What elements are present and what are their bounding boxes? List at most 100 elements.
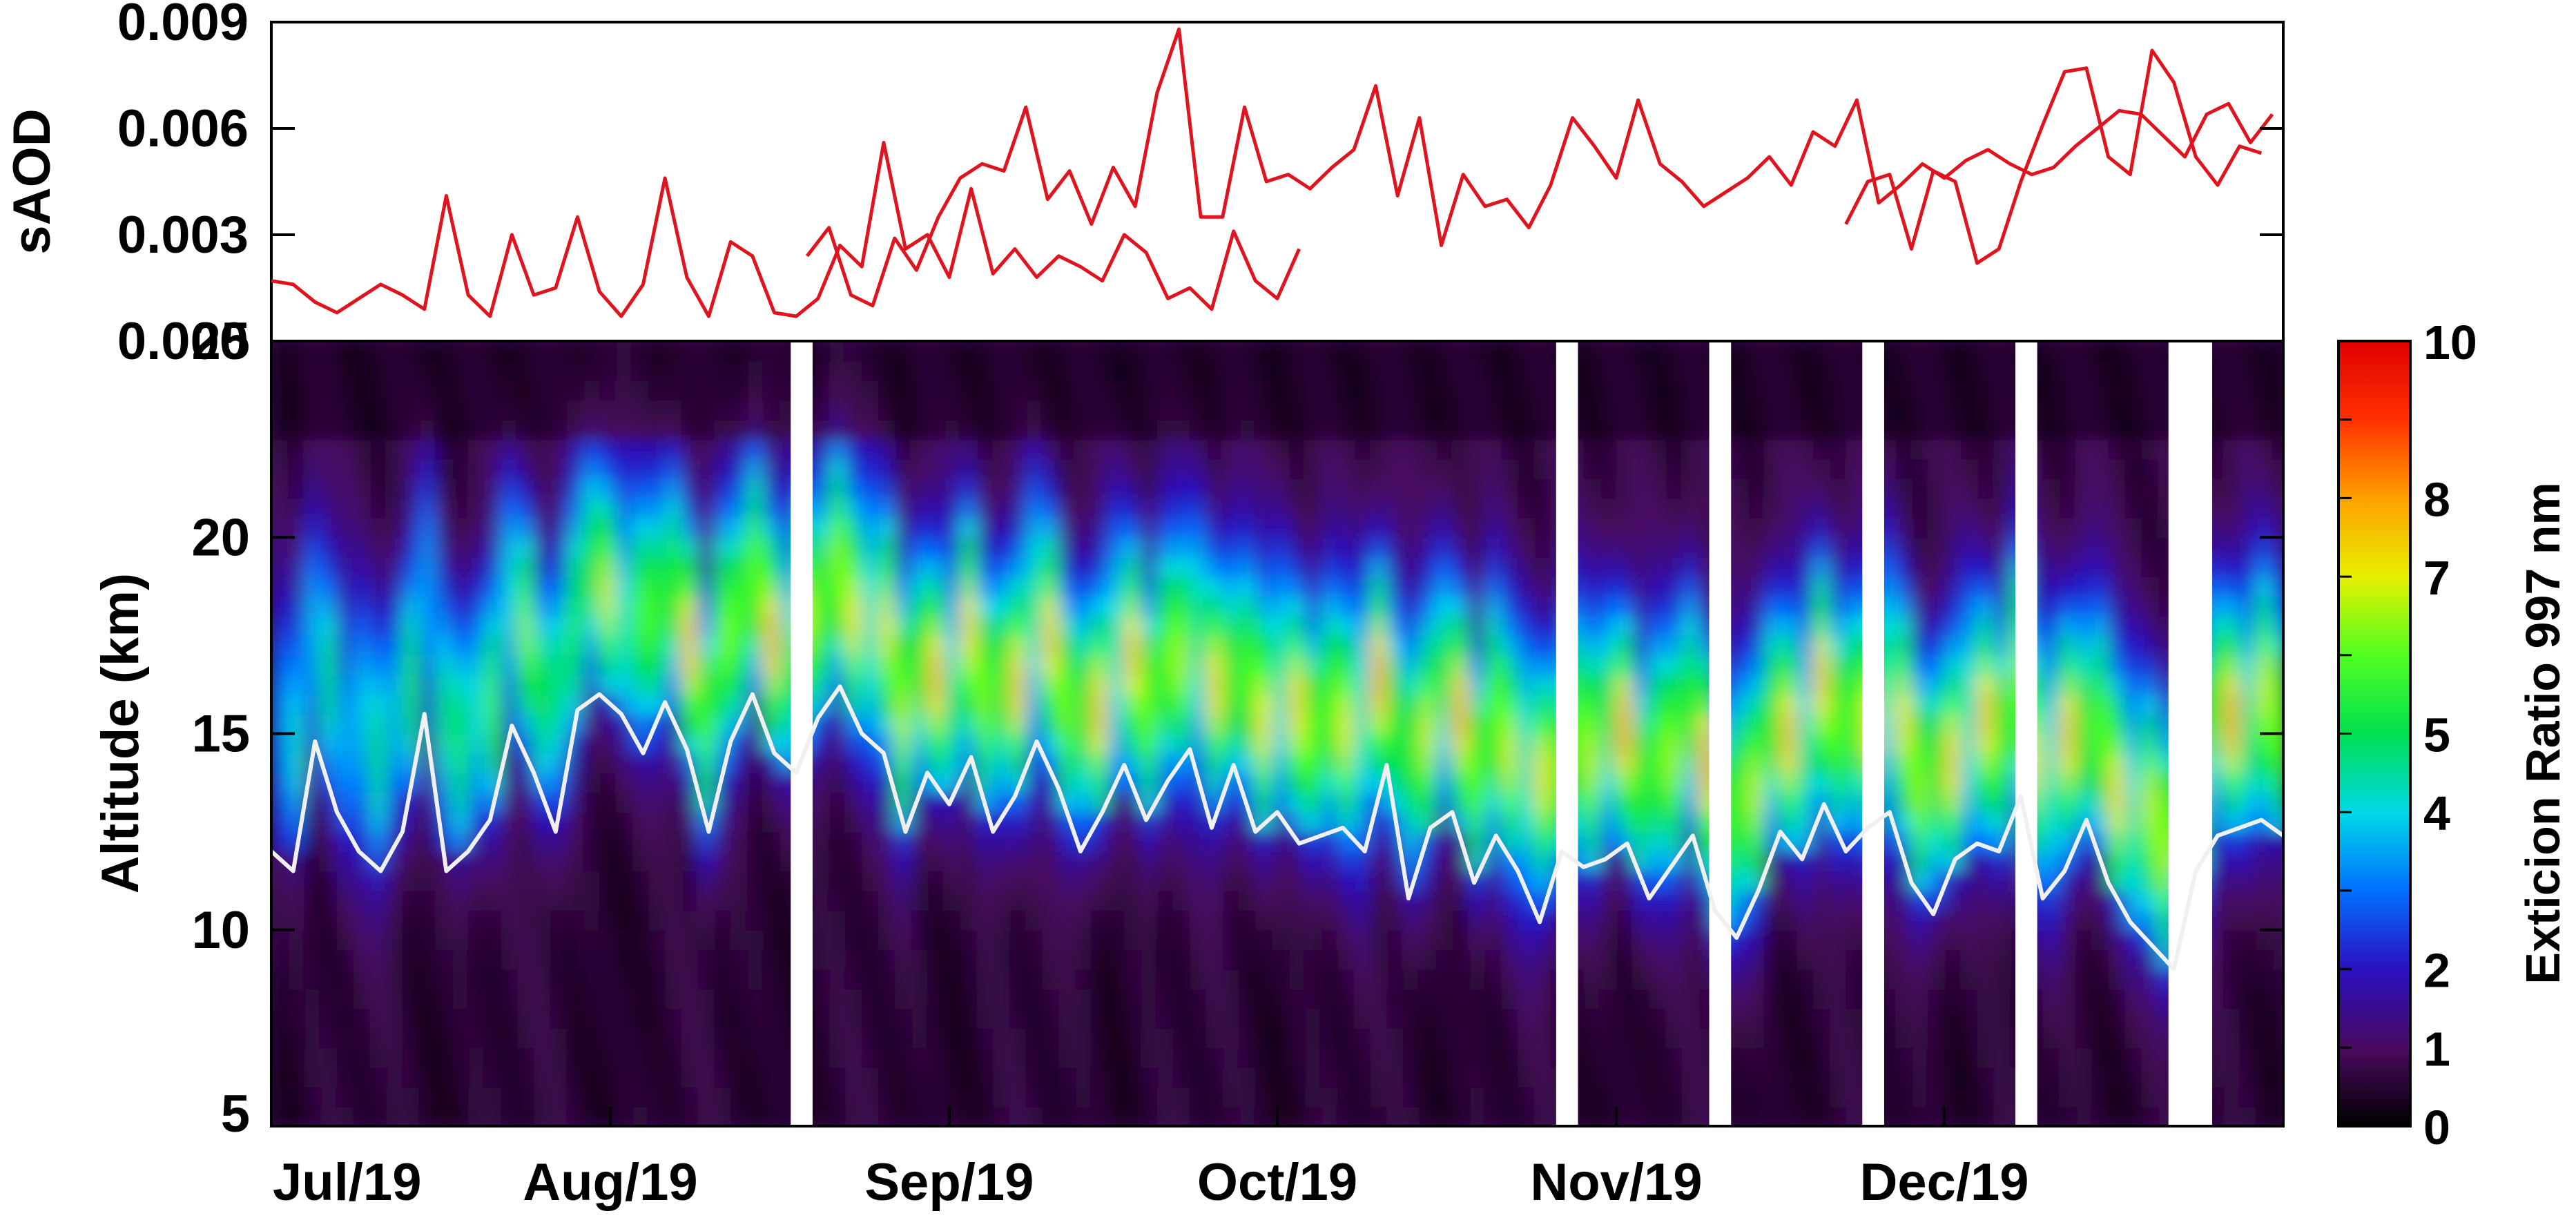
- heatmap-cell-2313: [1206, 458, 1223, 479]
- heatmap-cell-4055: [1928, 812, 1946, 833]
- heatmap-cell-4104: [1944, 635, 1962, 656]
- heatmap-cell-1104: [714, 635, 732, 656]
- heatmap-cell-3034: [1501, 439, 1519, 460]
- heatmap-cell-1229: [763, 537, 781, 558]
- heatmap-cell-3671: [1763, 498, 1781, 519]
- heatmap-cell-4910: [2272, 517, 2283, 539]
- heatmap-cell-296: [386, 792, 404, 813]
- heatmap-cell-1107: [714, 577, 732, 597]
- heatmap-cell-4526: [2124, 989, 2142, 1009]
- heatmap-cell-2825: [1419, 615, 1437, 637]
- heatmap-cell-272: [369, 478, 387, 499]
- heatmap-cell-4189: [1977, 537, 1995, 558]
- heatmap-cell-4849: [2256, 929, 2274, 951]
- heatmap-cell-3296: [1616, 792, 1634, 813]
- heatmap-cell-2167: [1156, 969, 1174, 989]
- heatmap-cell-2838: [1419, 360, 1437, 381]
- heatmap-cell-395: [418, 419, 436, 441]
- heatmap-cell-3441: [1682, 1087, 1699, 1107]
- heatmap-cell-554: [484, 439, 502, 460]
- heatmap-cell-1532: [894, 871, 912, 891]
- heatmap-cell-1905: [1042, 615, 1060, 637]
- heatmap-cell-2203: [1173, 1047, 1191, 1068]
- heatmap-cell-2573: [1321, 851, 1339, 872]
- heatmap-cell-2329: [1222, 929, 1240, 951]
- heatmap-cell-1627: [927, 577, 945, 597]
- heatmap-cell-202: [353, 1067, 371, 1088]
- heatmap-cell-635: [517, 419, 535, 441]
- heatmap-cell-265: [369, 615, 387, 637]
- heatmap-cell-3437: [1665, 380, 1683, 401]
- heatmap-cell-3459: [1682, 733, 1699, 754]
- heatmap-cell-2988: [1484, 557, 1502, 578]
- heatmap-cell-1557: [894, 380, 912, 401]
- heatmap-cell-914: [632, 439, 650, 460]
- heatmap-cell-3118: [1534, 360, 1551, 381]
- heatmap-cell-958: [648, 360, 666, 381]
- heatmap-cell-2142: [1141, 675, 1158, 695]
- heatmap-cell-1850: [1025, 910, 1043, 931]
- heatmap-cell-1502: [878, 675, 895, 695]
- heatmap-cell-1365: [829, 1008, 846, 1029]
- heatmap-cell-2282: [1206, 1067, 1223, 1088]
- heatmap-cell-215: [353, 812, 371, 833]
- heatmap-cell-2550: [1304, 517, 1322, 539]
- heatmap-cell-4021: [1911, 694, 1929, 715]
- heatmap-cell-4760: [2222, 1106, 2240, 1126]
- heatmap-cell-3343: [1632, 655, 1650, 676]
- heatmap-cell-2751: [1386, 498, 1404, 519]
- heatmap-cell-2157: [1141, 380, 1158, 401]
- heatmap-cell-3068: [1518, 557, 1536, 578]
- heatmap-cell-2507: [1288, 577, 1306, 597]
- heatmap-cell-2315: [1206, 419, 1223, 441]
- heatmap-cell-526: [484, 989, 502, 1009]
- heatmap-cell-3319: [1616, 341, 1634, 362]
- heatmap-cell-2093: [1124, 851, 1142, 872]
- heatmap-cell-4587: [2141, 577, 2158, 597]
- heatmap-cell-358: [403, 360, 420, 381]
- heatmap-cell-80: [304, 1106, 322, 1126]
- heatmap-cell-4550: [2124, 517, 2142, 539]
- heatmap-cell-2285: [1206, 1008, 1223, 1029]
- heatmap-cell-2536: [1304, 792, 1322, 813]
- heatmap-cell-3108: [1534, 557, 1551, 578]
- heatmap-cell-2653: [1353, 851, 1371, 872]
- heatmap-cell-1038: [681, 360, 699, 381]
- heatmap-cell-704: [550, 635, 568, 656]
- heatmap-cell-4224: [1993, 635, 2011, 656]
- heatmap-cell-3222: [1583, 675, 1601, 695]
- heatmap-cell-3058: [1518, 753, 1536, 774]
- heatmap-cell-3681: [1780, 1087, 1798, 1107]
- heatmap-cell-3266: [1600, 596, 1617, 617]
- heatmap-cell-1236: [763, 400, 781, 420]
- heatmap-cell-448: [452, 949, 469, 970]
- heatmap-cell-1109: [714, 537, 732, 558]
- heatmap-cell-1083: [714, 1047, 732, 1068]
- heatmap-cell-3309: [1616, 537, 1634, 558]
- heatmap-cell-1087: [714, 969, 732, 989]
- heatmap-cell-2483: [1288, 1047, 1306, 1068]
- heatmap-cell-1797: [993, 380, 1010, 401]
- heatmap-cell-2685: [1370, 1008, 1388, 1029]
- heatmap-cell-2964: [1484, 1027, 1502, 1049]
- heatmap-cell-668: [534, 557, 551, 578]
- heatmap-cell-424: [435, 635, 453, 656]
- heatmap-cell-4869: [2256, 537, 2274, 558]
- heatmap-cell-3660: [1763, 714, 1781, 735]
- heatmap-cell-113: [304, 458, 322, 479]
- heatmap-cell-1626: [927, 596, 945, 617]
- heatmap-cell-4123: [1960, 1047, 1978, 1068]
- heatmap-cell-2817: [1419, 773, 1437, 793]
- heatmap-cell-4450: [2091, 910, 2109, 931]
- heatmap-cell-4156: [1960, 400, 1978, 420]
- heatmap-cell-2756: [1386, 400, 1404, 420]
- heatmap-cell-30: [271, 517, 289, 539]
- heatmap-cell-530: [484, 910, 502, 931]
- heatmap-cell-3263: [1600, 655, 1617, 676]
- heatmap-cell-1456: [862, 792, 879, 813]
- heatmap-cell-4379: [2059, 733, 2077, 754]
- heatmap-cell-3871: [1846, 498, 1863, 519]
- heatmap-cell-3762: [1813, 1067, 1830, 1088]
- heatmap-cell-2422: [1255, 675, 1273, 695]
- heatmap-cell-630: [517, 517, 535, 539]
